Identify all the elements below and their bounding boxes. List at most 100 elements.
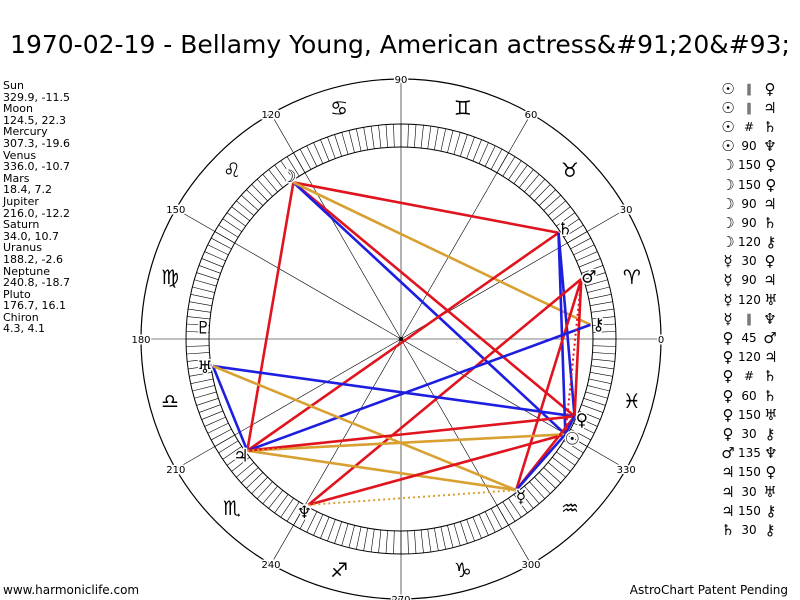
planet-coords: 329.9, -11.5 [3,90,70,104]
degree-tick [246,189,264,206]
degree-tick [363,528,368,551]
degree-tick [222,218,242,232]
aspect-planet-b-glyph: ♄ [763,213,777,232]
aspect-planet-b-glyph: ♆ [763,309,777,328]
aspect-planet-a-glyph: ♀ [722,329,734,348]
aspect-line [247,449,517,492]
planet-glyph-icon: ♃ [233,446,248,466]
degree-tick [262,174,278,193]
aspect-planet-a-glyph: ♃ [721,463,735,482]
degree-tick [268,169,284,188]
aspect-planet-b-glyph: ♃ [763,271,777,290]
aspect-line [292,181,576,418]
degree-tick [590,372,613,377]
aspect-line [292,181,592,326]
degree-tick [198,265,221,274]
degree-tick [190,378,214,384]
degree-tick [581,265,604,274]
degree-tick [256,481,273,499]
aspect-planet-a-glyph: ♀ [722,348,734,367]
aspect-type: 120 [738,235,761,250]
degree-tick [188,365,211,370]
degree-tick [280,160,294,180]
planet-name: Neptune [3,264,51,278]
aspect-planet-a-glyph: ☿ [723,309,733,328]
degree-tick [231,456,250,472]
degree-tick [420,529,424,553]
planet-coords: 240.8, -18.7 [3,276,70,290]
degree-tick [393,124,395,148]
zodiac-sign-icon: ♒ [561,496,579,520]
website-link[interactable]: www.harmoniclife.com [3,583,140,597]
aspect-planet-b-glyph: ♀ [765,156,777,175]
degree-tick [320,516,330,539]
degree-tick [588,294,612,300]
aspect-row: ☉ # ♄ [718,117,798,136]
degree-tick [563,440,584,454]
planet-name: Pluto [3,287,31,301]
degree-tick [246,472,264,489]
degree-tick [299,508,312,529]
degree-tick [274,494,289,514]
degree-tick [490,508,503,529]
aspect-planet-b-glyph: ⚷ [765,233,777,252]
degree-tick [547,462,566,478]
aspect-row: ☉ 90 ♆ [718,137,798,156]
degree-tick [556,212,576,227]
degree-tick [211,428,232,441]
degree-tick [320,139,330,162]
degree-tick [280,498,294,518]
degree-tick [313,514,324,536]
degree-tick [502,501,516,522]
degree-tick [198,404,221,413]
aspect-line [212,364,517,492]
planet-coords: 34.0, 10.7 [3,229,59,243]
aspect-planet-a-glyph: ☿ [723,252,733,271]
degree-tick [563,224,584,238]
degree-tick [327,136,336,159]
aspect-planet-b-glyph: ♂ [763,329,777,348]
degree-tick [518,169,534,188]
aspect-line [292,181,567,436]
degree-tick [385,124,388,148]
aspect-type: 90 [741,139,757,154]
degree-tick [490,149,503,170]
aspect-planet-b-glyph: ♃ [763,98,777,117]
aspect-planet-b-glyph: ♀ [764,79,776,98]
degree-tick [299,149,312,170]
degree-tick [576,251,598,262]
degree-tick [592,331,616,333]
aspect-planet-a-glyph: ☽ [721,194,735,213]
degree-tick [194,279,217,287]
degree-tick [592,352,616,355]
degree-tick [560,218,580,232]
house-line [270,338,402,565]
house-line [400,338,532,565]
degree-tick [543,194,561,211]
zodiac-sign-icon: ♓ [623,389,641,413]
aspect-row: ♀ 150 ♅ [718,405,798,424]
aspect-row: ☉ ∥ ♀ [718,79,798,98]
aspect-planet-a-glyph: ♂ [721,444,735,463]
aspect-line [557,232,567,435]
degree-tick [573,244,595,256]
degree-tick [313,142,324,164]
degree-tick [196,272,219,280]
degree-tick [222,446,242,460]
degree-tick [356,526,362,550]
degree-tick [427,126,432,149]
degree-tick [460,134,468,157]
aspect-row: ♀ 60 ♄ [718,386,798,405]
degree-tick [591,316,615,320]
aspect-row: ♃ 150 ⚷ [718,501,798,520]
degree-tick [591,308,614,313]
aspect-planet-b-glyph: ♅ [764,290,778,309]
degree-tick [186,345,210,347]
degree-tick [286,501,300,522]
degree-tick [192,286,215,293]
degree-tick [378,125,382,149]
aspect-row: ☽ 150 ♀ [718,156,798,175]
aspect-type: 120 [738,292,761,307]
house-line [270,113,402,340]
degree-tick [453,523,461,546]
